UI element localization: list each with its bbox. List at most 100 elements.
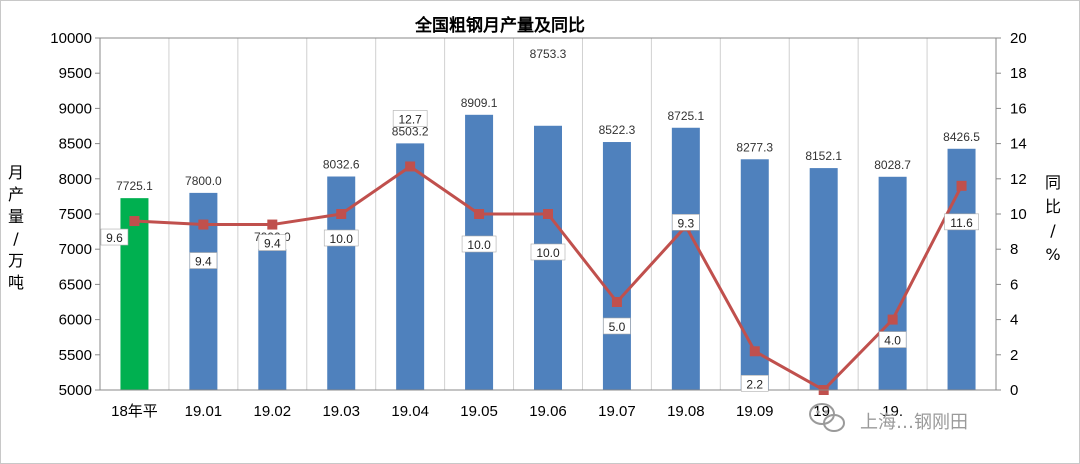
line-value-label: 9.3 [678,216,695,230]
bar-value-label: 8753.3 [530,47,567,61]
line-point [543,209,553,219]
watermark-text: 上海…钢刚田 [860,412,968,433]
y-tick-left: 9500 [59,65,92,82]
y-axis-title-right-char: / [1050,221,1056,240]
x-tick: 19.02 [254,403,292,420]
bar [120,198,149,390]
bar [258,249,287,390]
y-tick-left: 5000 [59,382,92,399]
line-value-label: 10.0 [467,238,491,252]
line-value-label-box [189,252,218,269]
bar-value-label: 8426.5 [943,130,980,144]
line-point [405,161,416,172]
line-point [887,314,898,325]
line-value-label-box [323,229,359,247]
line-value-label-box [878,331,907,348]
y-tick-right: 16 [1010,100,1027,117]
line-value-label: 9.4 [195,255,212,269]
bar-value-label: 7800.0 [185,174,222,188]
line-value-label-box [944,213,979,231]
bar-value-label: 7725.1 [116,179,153,193]
line-point [474,209,485,219]
bar-value-label: 8152.1 [805,149,842,163]
y-tick-right: 20 [1010,30,1027,47]
y-tick-left: 8000 [59,171,92,188]
line-value-label-box [603,317,631,335]
line-value-label: 11.6 [950,216,973,230]
y-tick-right: 6 [1010,276,1018,293]
x-tick: 19.06 [529,403,567,420]
line-point [336,209,347,219]
line-value-label: 9.4 [264,237,281,251]
x-tick: 18年平 [111,403,158,420]
x-tick: 19.09 [736,403,774,420]
line-value-label-box [461,235,497,253]
bar [671,127,700,390]
y-axis-title-left-char: 万 [8,251,24,270]
y-tick-right: 18 [1010,65,1027,82]
line-value-label-box [740,374,769,392]
x-tick: 19. [882,403,903,420]
line-point [611,297,622,307]
bar-layer [120,114,976,391]
line-value-label: 5.0 [609,320,626,334]
y-tick-left: 9000 [59,100,92,117]
chart-title: 全国粗钢月产量及同比 [414,15,585,36]
line-value-label-box [100,228,129,246]
line-value-label-box [672,214,700,231]
y-tick-right: 12 [1010,171,1027,188]
y-tick-right: 14 [1010,136,1027,153]
y-tick-left: 6000 [59,312,92,329]
y-tick-left: 7000 [59,241,92,258]
line-value-label-box [258,234,287,251]
line-point [956,180,967,191]
line-value-label-box [530,243,566,261]
y-tick-right: 10 [1010,206,1027,223]
y-tick-left: 8500 [59,136,92,153]
bar [465,114,494,390]
y-axis-title-right-char: % [1045,245,1060,264]
y-tick-left: 6500 [59,276,92,293]
bar [809,168,838,390]
bar-value-label: 8909.1 [461,96,498,110]
line-point [749,346,760,357]
axis-layer: 5000 5500 6000 6500 7000 7500 8000 8500 9000 9500… [8,30,1061,420]
bar [878,176,907,390]
y-tick-right: 4 [1010,312,1018,329]
y-tick-left: 7500 [59,206,92,223]
bar-value-label: 8028.7 [874,158,911,172]
x-tick: 19.04 [391,403,429,420]
grid-layer [168,38,928,390]
line-value-label: 9.6 [106,231,123,245]
bar-value-label: 8032.6 [323,158,360,172]
y-tick-left: 10000 [50,30,92,47]
y-tick-right: 0 [1010,382,1018,399]
line-value-label: 10.0 [536,246,560,260]
bar [602,142,631,390]
y-tick-left: 5500 [59,347,92,364]
y-tick-right: 2 [1010,347,1018,364]
line-point [129,216,140,227]
label-layer: 7725.17800.07000.08032.68503.28909.18753… [100,47,980,392]
x-tick: 19.03 [322,403,360,420]
y-axis-title-left-char: 月 [8,163,24,182]
line-point [198,219,209,230]
y-axis-title-left-char: / [13,229,19,248]
x-tick: 19.08 [667,403,705,420]
x-tick: 19.01 [185,403,223,420]
y-axis-title-right-char: 同 [1045,173,1061,192]
bar-value-label: 8277.3 [736,140,773,154]
line-point [267,219,278,230]
y-axis-title-left-char: 量 [8,207,24,226]
line-value-label: 4.0 [884,334,901,348]
y-axis-title-left-char: 产 [8,185,24,204]
line-value-label-box [392,110,428,127]
bar-value-label: 8522.3 [599,123,636,137]
bar [396,143,425,390]
x-tick: 19.07 [598,403,636,420]
watermark: 上海…钢刚田 [809,403,968,433]
line-value-label: 12.7 [398,112,422,126]
y-axis-title-right-char: 比 [1045,197,1061,216]
